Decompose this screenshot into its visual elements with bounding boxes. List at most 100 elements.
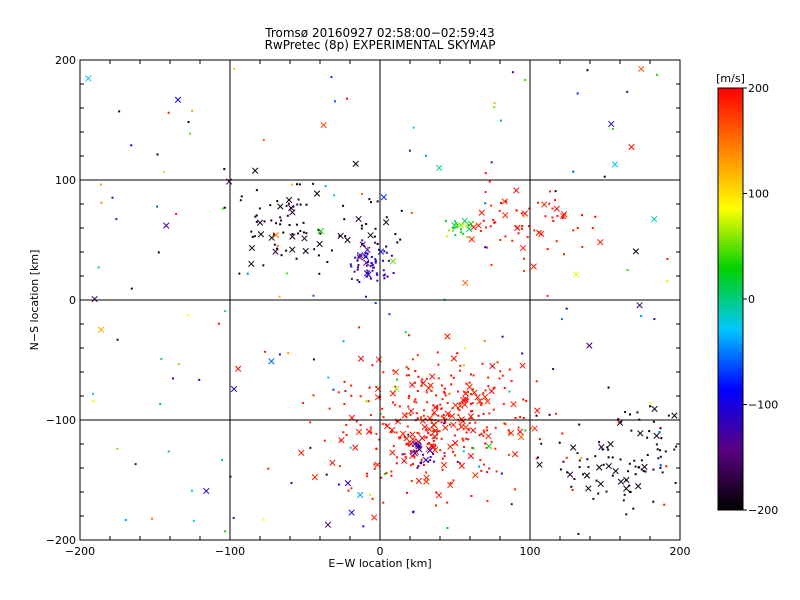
dot-marker [313, 248, 316, 251]
dot-marker [514, 488, 517, 491]
dot-marker [390, 470, 393, 473]
y-axis-label: N−S location [km] [28, 250, 41, 351]
dot-marker [484, 191, 487, 194]
dot-marker [394, 233, 397, 236]
cross-marker [519, 244, 527, 252]
dot-marker [390, 474, 393, 477]
dot-marker [517, 232, 520, 235]
dot-marker [632, 507, 635, 510]
chart-title: Tromsø 20160927 02:58:00−02:59:43 [265, 26, 495, 40]
dot-marker [463, 445, 466, 448]
cross-marker [478, 209, 485, 216]
dot-marker [280, 254, 283, 257]
dot-marker [379, 413, 382, 416]
dot-marker [100, 201, 103, 204]
y-tick-label: 200 [55, 54, 76, 67]
dot-marker [624, 411, 627, 414]
dot-marker [507, 429, 510, 432]
dot-marker [240, 195, 243, 198]
dot-marker [363, 244, 366, 247]
dot-marker [385, 216, 388, 219]
chart-subtitle: RwPretec (8p) EXPERIMENTAL SKYMAP [264, 38, 496, 52]
dot-marker [482, 412, 485, 415]
y-tick-label: −200 [46, 534, 76, 547]
dot-marker [360, 224, 363, 227]
cross-marker [671, 412, 678, 419]
y-tick-label: −100 [46, 414, 76, 427]
cross-marker [612, 467, 619, 475]
cross-marker [430, 421, 438, 428]
dot-marker [99, 183, 102, 186]
cross-marker [510, 401, 517, 408]
dot-marker [392, 369, 395, 372]
cross-marker [605, 462, 612, 470]
dot-marker [443, 392, 446, 395]
dot-marker [460, 228, 463, 231]
dot-marker [462, 222, 465, 225]
cross-marker [461, 401, 468, 408]
dot-marker [619, 421, 622, 424]
y-tick-label: 100 [55, 174, 76, 187]
cross-marker [470, 427, 477, 434]
dot-marker [521, 224, 524, 227]
dot-marker [374, 259, 377, 262]
cross-marker [502, 212, 509, 219]
dot-marker [522, 417, 525, 420]
cross-marker [356, 251, 364, 259]
dot-marker [468, 381, 471, 384]
cross-marker [320, 121, 327, 129]
dot-marker [278, 353, 281, 356]
cross-marker [375, 356, 382, 363]
dot-marker [396, 241, 399, 244]
x-tick-label: −100 [215, 545, 245, 558]
dot-marker [435, 394, 438, 397]
dot-marker [359, 395, 362, 398]
dot-marker [258, 207, 261, 210]
cross-marker [302, 247, 309, 255]
dot-marker [295, 257, 298, 260]
cross-marker [586, 342, 593, 349]
dot-marker [499, 238, 502, 241]
dot-marker [451, 229, 454, 232]
dot-marker [612, 127, 615, 130]
dot-marker [134, 463, 137, 466]
dot-marker [356, 279, 359, 282]
dot-marker [367, 400, 370, 403]
dot-marker [350, 384, 353, 387]
dot-marker [640, 468, 643, 471]
dot-marker [472, 447, 475, 450]
cluster-5 [264, 326, 574, 521]
dot-marker [370, 256, 373, 259]
cross-marker [389, 390, 397, 397]
dot-marker [442, 390, 445, 393]
dot-marker [453, 434, 456, 437]
dot-marker [371, 497, 374, 500]
cross-marker [431, 409, 438, 416]
dot-marker [555, 240, 558, 243]
cross-marker [421, 423, 428, 431]
dot-marker [403, 436, 406, 439]
dot-marker [350, 394, 353, 397]
colorbar-tick-label: 100 [748, 188, 769, 201]
dot-marker [344, 390, 347, 393]
cross-marker [450, 421, 457, 429]
cross-marker [234, 365, 242, 372]
dot-marker [443, 422, 446, 425]
cross-marker [617, 478, 625, 485]
dot-marker [366, 475, 369, 478]
dot-marker [444, 220, 447, 223]
dot-marker [529, 427, 532, 430]
dot-marker [484, 202, 487, 205]
dot-marker [423, 409, 426, 412]
dot-marker [636, 411, 639, 414]
dot-marker [367, 260, 370, 263]
dot-marker [441, 457, 444, 460]
dot-marker [405, 374, 408, 377]
dot-marker [485, 246, 488, 249]
cross-marker [611, 161, 619, 168]
dot-marker [363, 254, 366, 257]
dot-marker [262, 138, 265, 141]
dot-marker [372, 266, 375, 269]
dot-marker [278, 295, 281, 298]
dot-marker [251, 235, 254, 238]
